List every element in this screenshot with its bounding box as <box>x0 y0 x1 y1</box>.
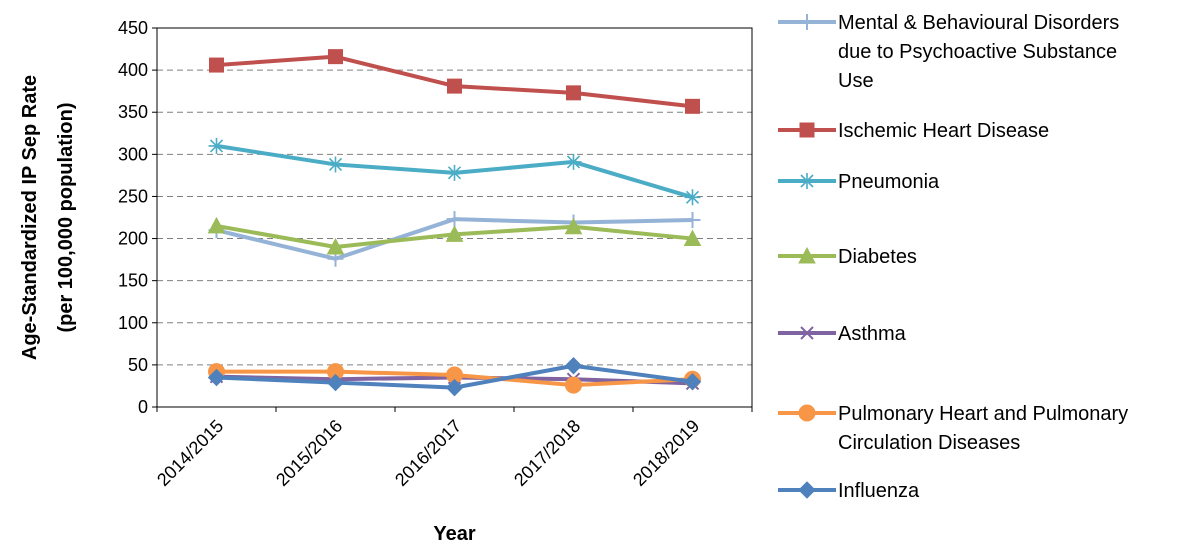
series-1 <box>209 49 700 114</box>
data-point <box>564 357 583 375</box>
x-axis-title: Year <box>433 523 475 545</box>
legend-item: Pulmonary Heart and Pulmonary Circulation… <box>778 403 1128 454</box>
y-tick-label: 50 <box>128 355 148 375</box>
series-2 <box>208 137 701 206</box>
series-3 <box>207 216 702 255</box>
data-point <box>566 85 581 101</box>
plot-area-border <box>156 27 753 408</box>
legend-swatch-marker <box>798 481 816 499</box>
legend-label: Influenza <box>838 480 920 502</box>
series-group <box>207 49 702 397</box>
legend-label: Asthma <box>838 323 907 345</box>
axis-titles: Year Age-Standardized IP Sep Rate (per 100… <box>19 75 476 545</box>
data-point <box>208 137 225 154</box>
y-tick-label: 450 <box>118 18 148 38</box>
data-point <box>445 225 464 242</box>
series-6 <box>207 357 702 397</box>
legend-label: Ischemic Heart Disease <box>838 120 1049 142</box>
y-tick-label: 0 <box>138 397 148 417</box>
data-point <box>683 373 702 391</box>
x-tick-label: 2018/2019 <box>629 416 703 490</box>
legend-label: Diabetes <box>838 246 917 268</box>
legend: Mental & Behavioural Disorders due to Psy… <box>778 12 1128 502</box>
data-point <box>684 189 701 206</box>
y-tick-label: 200 <box>118 229 148 249</box>
legend-item: Asthma <box>778 323 907 345</box>
legend-label: Pulmonary Heart and Pulmonary <box>838 403 1128 425</box>
legend-swatch-marker <box>798 404 816 422</box>
data-point <box>446 211 463 228</box>
legend-item: Mental & Behavioural Disorders due to Psy… <box>778 12 1119 92</box>
legend-item: Influenza <box>778 480 920 502</box>
data-point <box>565 376 582 394</box>
x-tick-label: 2016/2017 <box>391 416 465 490</box>
data-point <box>326 373 345 392</box>
y-tick-label: 350 <box>118 102 148 122</box>
data-point <box>209 57 224 73</box>
data-point <box>565 153 582 170</box>
y-tick-label: 300 <box>118 144 148 164</box>
legend-swatch-marker <box>800 326 814 340</box>
legend-label: Use <box>838 70 874 92</box>
data-point <box>326 237 345 255</box>
legend-swatch-marker <box>799 14 815 30</box>
x-tick-label: 2014/2015 <box>153 416 227 490</box>
data-point <box>207 216 226 234</box>
data-point <box>684 212 701 229</box>
axes: 0 50 100 150 200 250 300 350 400 450 2014/2015 2015… <box>118 18 753 490</box>
grid-lines <box>157 69 752 366</box>
legend-swatch-marker <box>799 173 815 189</box>
y-tick-label: 250 <box>118 186 148 206</box>
data-point <box>564 217 583 235</box>
data-point <box>447 78 462 94</box>
x-tick-label: 2015/2016 <box>272 416 346 490</box>
legend-item: Ischemic Heart Disease <box>778 120 1049 142</box>
y-axis-title-line-2: (per 100,000 population) <box>55 102 77 332</box>
x-tick-label: 2017/2018 <box>510 416 584 490</box>
legend-label: Pneumonia <box>838 171 940 193</box>
legend-item: Diabetes <box>778 246 917 268</box>
data-point <box>445 378 464 397</box>
data-point <box>328 49 343 65</box>
data-point <box>446 164 463 181</box>
data-point <box>683 229 702 247</box>
legend-item: Pneumonia <box>778 171 940 193</box>
data-point <box>685 98 700 114</box>
legend-swatch-marker <box>799 122 815 138</box>
y-tick-label: 150 <box>118 271 148 291</box>
legend-swatch-marker <box>798 246 816 264</box>
y-axis-title-line-1: Age-Standardized IP Sep Rate <box>19 75 41 360</box>
y-tick-label: 100 <box>118 313 148 333</box>
legend-label: due to Psychoactive Substance <box>838 41 1117 63</box>
legend-label: Circulation Diseases <box>838 432 1020 454</box>
y-tick-label: 400 <box>118 60 148 80</box>
legend-label: Mental & Behavioural Disorders <box>838 12 1119 34</box>
data-point <box>327 156 344 173</box>
data-point <box>207 368 226 387</box>
